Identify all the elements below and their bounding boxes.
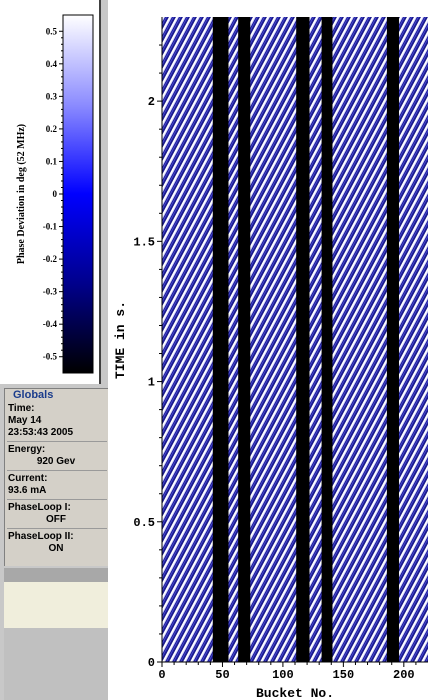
y-tick-label: 0.5 [133,516,155,530]
globals-title: Globals [11,389,56,401]
left-panel: 0.5 0.4 0.3 0.2 0.1 0 -0.1 -0.2 -0.3 -0.4 -0.5 Pha… [0,0,108,700]
current-value: 93.6 mA [8,485,47,496]
colorbar-tick-label: 0.4 [46,59,58,69]
energy-value: 920 Gev [36,456,76,467]
y-tick-label: 1 [148,376,155,390]
y-axis-label: TIME in s. [113,301,128,379]
divider [7,528,107,529]
y-tick-label: 2 [148,95,155,109]
x-tick-label: 0 [158,668,165,682]
energy-label: Energy: [8,444,46,455]
status-strip [4,568,108,582]
x-tick-label: 100 [272,668,294,682]
x-tick-label: 50 [215,668,229,682]
colorbar-tick-label: -0.3 [43,287,58,297]
colorbar-tick-label: 0.1 [46,156,58,166]
time-date: May 14 [8,415,42,426]
bucket-band [398,17,428,662]
phaseloop1-value: OFF [46,514,66,525]
x-tick-label: 200 [393,668,415,682]
globals-panel: Globals Time: May 14 23:53:43 2005 Energ… [4,388,108,566]
current-label: Current: [8,473,48,484]
colorbar-tick-label: 0.2 [46,124,58,134]
bucket-band [162,17,213,662]
divider [7,499,107,500]
colorbar-tick-label: 0.3 [46,91,58,101]
phaseloop1-label: PhaseLoop I: [8,502,71,513]
colorbar: 0.5 0.4 0.3 0.2 0.1 0 -0.1 -0.2 -0.3 -0.4 -0.5 Pha… [16,14,94,374]
phaseloop2-label: PhaseLoop II: [8,531,74,542]
colorbar-tick-label: 0.5 [46,26,58,36]
divider [7,441,107,442]
colorbar-label: Phase Deviation in deg (52 MHz) [16,124,27,264]
time-clock: 23:53:43 2005 [8,427,74,438]
bucket-phase-chart: 0 50 100 150 200 0 0.5 1 1.5 2 Bucket No. TIME i… [113,17,428,700]
y-tick-label: 0 [148,656,155,670]
colorbar-gradient [62,14,94,374]
bucket-band [332,17,387,662]
empty-panel-lower [4,628,108,700]
y-tick-label: 1.5 [133,235,155,249]
colorbar-tick-label: -0.4 [43,319,58,329]
colorbar-tick-label: -0.2 [43,254,58,264]
bucket-band [228,17,239,662]
phaseloop2-value: ON [48,543,64,554]
divider [7,470,107,471]
time-label: Time: [8,403,35,414]
colorbar-tick-label: -0.1 [43,222,58,232]
bucket-band [250,17,297,662]
x-axis-label: Bucket No. [256,686,334,700]
empty-panel [4,582,108,628]
bucket-band [309,17,322,662]
colorbar-tick-label: 0 [53,189,58,199]
colorbar-frame: 0.5 0.4 0.3 0.2 0.1 0 -0.1 -0.2 -0.3 -0.4 -0.5 Pha… [0,0,101,384]
x-tick-label: 150 [333,668,355,682]
colorbar-tick-label: -0.5 [43,352,58,362]
